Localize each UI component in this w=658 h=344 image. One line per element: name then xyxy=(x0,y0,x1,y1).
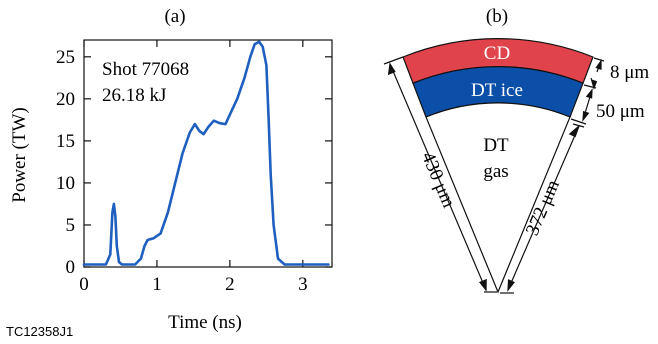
dt-gas-label-line2: gas xyxy=(483,161,508,182)
x-tick-label: 3 xyxy=(298,274,308,295)
y-tick-label: 20 xyxy=(56,89,75,110)
shot-label: Shot 77068 xyxy=(102,59,189,80)
panel-a-label: (a) xyxy=(164,6,185,27)
x-tick-label: 1 xyxy=(152,274,162,295)
thickness-markers xyxy=(570,57,605,125)
figure-id: TC12358J1 xyxy=(6,324,73,339)
y-tick-label: 25 xyxy=(56,47,75,68)
y-tick-label: 15 xyxy=(56,131,75,152)
dt-ice-label: DT ice xyxy=(471,80,523,101)
x-axis-title: Time (ns) xyxy=(168,312,242,333)
dt-gas-region xyxy=(425,102,571,294)
y-tick-label: 5 xyxy=(66,215,76,236)
x-tick-label: 0 xyxy=(79,274,89,295)
y-axis-title: Power (TW) xyxy=(9,107,30,203)
cd-thickness-label: 8 μm xyxy=(610,62,649,83)
panel-b-label: (b) xyxy=(486,6,508,27)
y-tick-label: 10 xyxy=(56,173,75,194)
ice-thickness-label: 50 μm xyxy=(596,101,645,122)
cd-label: CD xyxy=(484,43,510,64)
y-tick-label: 0 xyxy=(66,257,76,278)
panel-a: (a) 0 1 2 3 0 5 10 15 20 25 Shot 77068 26.18 kJ T… xyxy=(9,6,333,333)
dt-gas-label-line1: DT xyxy=(483,135,509,156)
x-tick-label: 2 xyxy=(225,274,235,295)
outer-radius-dimension xyxy=(383,56,497,293)
panel-b: (b) CD DT ice DT gas 430 μm 372 μm xyxy=(383,6,649,294)
power-series-line xyxy=(82,40,330,266)
energy-label: 26.18 kJ xyxy=(102,85,166,106)
inner-radius-dimension xyxy=(500,123,585,294)
plot-frame xyxy=(83,39,333,268)
power-chart: 0 1 2 3 0 5 10 15 20 25 xyxy=(56,39,333,295)
